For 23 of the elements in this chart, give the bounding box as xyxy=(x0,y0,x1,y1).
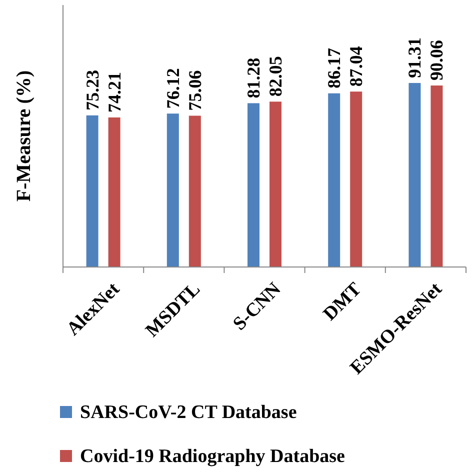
bar xyxy=(270,102,282,267)
bar xyxy=(86,115,98,267)
data-label: 87.04 xyxy=(346,46,366,87)
bar xyxy=(248,103,260,267)
data-label: 81.28 xyxy=(244,58,264,98)
legend-label: SARS-CoV-2 CT Database xyxy=(80,402,297,423)
data-label: 91.31 xyxy=(404,37,425,78)
data-label: 75.23 xyxy=(82,70,102,110)
bar xyxy=(328,93,340,267)
legend-label: Covid-19 Radiography Database xyxy=(80,446,345,467)
bar xyxy=(166,114,179,267)
bar xyxy=(188,116,201,267)
bar xyxy=(108,117,120,267)
data-label: 76.12 xyxy=(162,68,183,109)
y-axis-title: F-Measure (%) xyxy=(13,70,35,202)
bar xyxy=(350,92,362,267)
data-label: 74.21 xyxy=(104,72,124,112)
bar xyxy=(408,82,421,267)
data-label: 82.05 xyxy=(266,56,286,97)
data-label: 86.17 xyxy=(324,48,344,88)
data-label: 75.06 xyxy=(184,70,205,111)
data-label: 90.06 xyxy=(426,40,447,80)
bar xyxy=(430,85,443,267)
